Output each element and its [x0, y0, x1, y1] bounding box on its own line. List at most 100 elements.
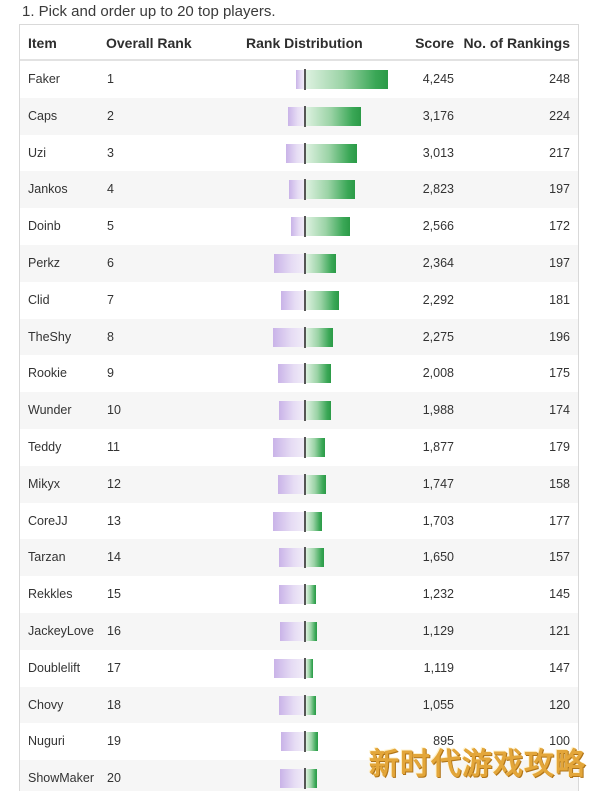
rank-distribution-bar: [279, 400, 331, 422]
distribution-below-segment: [306, 585, 316, 605]
table-header: Item Overall Rank Rank Distribution Scor…: [20, 25, 578, 61]
header-item[interactable]: Item: [28, 35, 57, 51]
distribution-below-segment: [306, 695, 316, 715]
cell-num-rankings: 100: [549, 734, 570, 749]
distribution-above-segment: [274, 253, 304, 273]
table-row[interactable]: Nuguri 19 895 100: [20, 723, 578, 760]
distribution-divider: [304, 473, 306, 495]
cell-score: 895: [433, 734, 454, 749]
cell-num-rankings: 196: [549, 329, 570, 344]
table-row[interactable]: Teddy 11 1,877 179: [20, 429, 578, 466]
distribution-divider: [304, 142, 306, 164]
distribution-above-segment: [281, 290, 304, 310]
rank-distribution-bar: [296, 69, 388, 90]
table-row[interactable]: Rookie 9 2,008 175: [20, 355, 578, 392]
distribution-above-segment: [280, 769, 304, 789]
distribution-above-segment: [279, 695, 304, 715]
distribution-above-segment: [278, 364, 304, 384]
watermark-logo: 新时代游戏攻略: [369, 747, 586, 782]
distribution-divider: [304, 400, 306, 422]
distribution-below-segment: [306, 253, 336, 273]
distribution-below-segment: [306, 180, 355, 200]
distribution-below-segment: [306, 106, 361, 126]
cell-item: Nuguri: [28, 734, 65, 749]
cell-num-rankings: 217: [549, 145, 570, 160]
distribution-divider: [304, 547, 306, 569]
rank-distribution-bar: [279, 694, 316, 716]
distribution-divider: [304, 326, 306, 348]
distribution-above-segment: [296, 70, 304, 89]
header-num-rankings[interactable]: No. of Rankings: [463, 35, 570, 51]
rank-distribution-bar: [274, 657, 313, 679]
cell-score: 1,119: [423, 660, 454, 675]
table-row[interactable]: Caps 2 3,176 224: [20, 97, 578, 135]
cell-overall-rank: 18: [107, 697, 121, 712]
distribution-divider: [304, 731, 306, 753]
distribution-divider: [304, 694, 306, 716]
distribution-below-segment: [306, 474, 326, 494]
distribution-below-segment: [306, 621, 317, 641]
table-row[interactable]: Doinb 5 2,566 172: [20, 208, 578, 245]
cell-overall-rank: 4: [107, 182, 114, 197]
distribution-above-segment: [279, 548, 304, 568]
distribution-below-segment: [306, 732, 318, 752]
header-overall-rank[interactable]: Overall Rank: [106, 35, 192, 51]
ranking-table: Item Overall Rank Rank Distribution Scor…: [19, 24, 579, 791]
cell-score: 1,129: [422, 623, 454, 638]
cell-score: 2,364: [422, 255, 454, 270]
rank-distribution-bar: [278, 363, 331, 385]
cell-item: CoreJJ: [28, 513, 68, 528]
cell-num-rankings: 147: [549, 660, 570, 675]
header-score[interactable]: Score: [415, 35, 454, 51]
table-row[interactable]: Mikyx 12 1,747 158: [20, 465, 578, 503]
distribution-below-segment: [306, 364, 331, 384]
rank-distribution-bar: [279, 547, 324, 569]
table-row[interactable]: TheShy 8 2,275 196: [20, 318, 578, 356]
table-row[interactable]: Wunder 10 1,988 174: [20, 392, 578, 429]
rank-distribution-bar: [281, 731, 318, 753]
table-row[interactable]: Chovy 18 1,055 120: [20, 686, 578, 724]
rank-distribution-bar: [273, 326, 333, 348]
cell-score: 2,823: [422, 182, 454, 197]
cell-num-rankings: 174: [549, 403, 570, 418]
distribution-below-segment: [306, 70, 388, 89]
header-rank-distribution[interactable]: Rank Distribution: [246, 35, 363, 51]
table-row[interactable]: Rekkles 15 1,232 145: [20, 576, 578, 613]
distribution-above-segment: [279, 401, 304, 421]
cell-item: Clid: [28, 292, 50, 307]
distribution-divider: [304, 657, 306, 679]
cell-overall-rank: 8: [107, 329, 114, 344]
distribution-below-segment: [306, 401, 331, 421]
cell-score: 1,877: [422, 439, 454, 454]
table-row[interactable]: Faker 1 4,245 248: [20, 61, 578, 98]
cell-score: 1,703: [422, 513, 454, 528]
table-row[interactable]: CoreJJ 13 1,703 177: [20, 503, 578, 540]
table-row[interactable]: ShowMaker 20: [20, 760, 578, 791]
cell-item: Perkz: [28, 255, 60, 270]
distribution-below-segment: [306, 143, 357, 163]
cell-num-rankings: 175: [549, 366, 570, 381]
distribution-above-segment: [291, 217, 304, 237]
cell-num-rankings: 121: [549, 623, 570, 638]
table-row[interactable]: Tarzan 14 1,650 157: [20, 539, 578, 577]
cell-item: Caps: [28, 108, 58, 123]
distribution-divider: [304, 69, 306, 90]
rank-distribution-bar: [273, 510, 322, 532]
table-row[interactable]: Uzi 3 3,013 217: [20, 135, 578, 172]
cell-item: Rookie: [28, 366, 67, 381]
cell-score: 1,747: [422, 476, 454, 491]
cell-num-rankings: 197: [549, 182, 570, 197]
table-row[interactable]: Clid 7 2,292 181: [20, 282, 578, 319]
distribution-below-segment: [306, 217, 350, 237]
distribution-divider: [304, 768, 306, 790]
cell-overall-rank: 12: [107, 476, 121, 491]
cell-overall-rank: 14: [107, 550, 121, 565]
cell-item: Chovy: [28, 697, 64, 712]
table-row[interactable]: Perkz 6 2,364 197: [20, 244, 578, 282]
table-row[interactable]: Jankos 4 2,823 197: [20, 171, 578, 209]
table-row[interactable]: JackeyLove 16 1,129 121: [20, 612, 578, 650]
table-row[interactable]: Doublelift 17 1,119 147: [20, 650, 578, 687]
rank-distribution-bar: [273, 436, 325, 458]
cell-overall-rank: 3: [107, 145, 114, 160]
cell-num-rankings: 224: [549, 108, 570, 123]
